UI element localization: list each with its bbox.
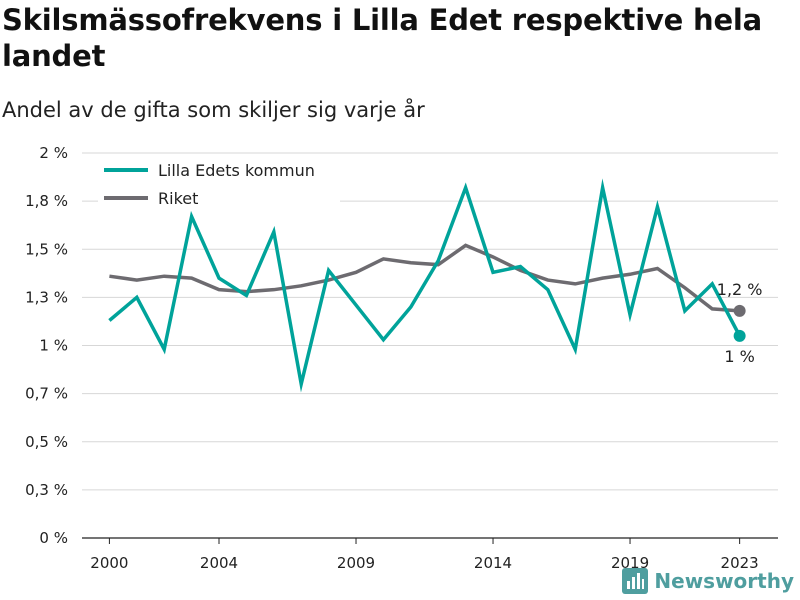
- x-tick-label: 2009: [337, 554, 375, 572]
- legend-label: Lilla Edets kommun: [158, 161, 315, 180]
- end-labels: 1,2 % 1 %: [717, 280, 763, 366]
- x-tick-label: 2014: [474, 554, 512, 572]
- x-tick-label: 2000: [90, 554, 128, 572]
- end-point-riket: [733, 304, 746, 317]
- y-tick-label: 1,3 %: [25, 288, 68, 306]
- series-line-riket: [109, 243, 740, 313]
- brand-name: Newsworthy: [654, 569, 794, 593]
- y-tick-label: 0,5 %: [25, 433, 68, 451]
- y-tick-label: 1,8 %: [25, 192, 68, 210]
- end-label-lilla-edet: 1 %: [724, 347, 754, 366]
- chart-title: Skilsmässofrekvens i Lilla Edet respekti…: [2, 3, 763, 73]
- legend: Lilla Edets kommun Riket: [98, 156, 340, 210]
- newsworthy-logo-icon: [622, 568, 649, 594]
- x-axis-ticks: 2000 2004 2009 2014 2019 2023: [90, 538, 759, 572]
- y-tick-label: 0,7 %: [25, 385, 68, 403]
- chart-subtitle: Andel av de gifta som skiljer sig varje …: [2, 98, 425, 122]
- brand-logo: Newsworthy: [622, 568, 794, 594]
- end-label-riket: 1,2 %: [717, 280, 763, 299]
- y-tick-label: 1,5 %: [25, 240, 68, 258]
- legend-background: [98, 156, 340, 210]
- x-tick-label: 2023: [721, 554, 759, 572]
- series-line-lilla-edet: [108, 178, 742, 393]
- end-point-lilla-edet: [733, 329, 746, 342]
- y-tick-label: 0,3 %: [25, 481, 68, 499]
- y-tick-label: 2 %: [39, 144, 68, 162]
- series-layer: [108, 178, 746, 393]
- x-tick-label: 2019: [611, 554, 649, 572]
- grid-layer: [82, 152, 778, 539]
- y-tick-label: 0 %: [39, 529, 68, 547]
- y-axis-ticks: 0 % 0,3 % 0,5 % 0,7 % 1 % 1,3 % 1,5 % 1,8 % 2 %: [25, 144, 68, 547]
- y-tick-label: 1 %: [39, 337, 68, 355]
- legend-label: Riket: [158, 189, 198, 208]
- x-tick-label: 2004: [200, 554, 238, 572]
